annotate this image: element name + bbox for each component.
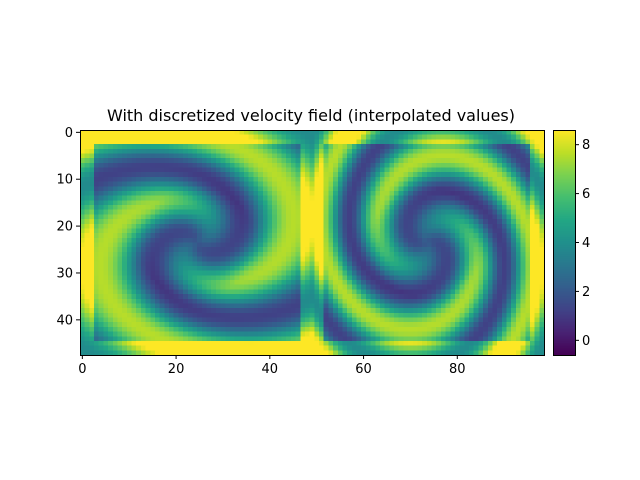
x-tick-label: 80 xyxy=(449,362,466,377)
x-axis: 0 20 40 60 80 xyxy=(78,355,466,377)
colorbar-tick-label: 4 xyxy=(582,236,590,251)
colorbar-tick-label: 2 xyxy=(582,285,590,300)
x-tick-label: 0 xyxy=(78,362,86,377)
y-tick-label: 10 xyxy=(56,173,73,188)
plot-frame xyxy=(80,130,545,356)
colorbar-tick-label: 0 xyxy=(582,334,590,349)
y-tick-label: 40 xyxy=(56,313,73,328)
colorbar: 0 2 4 6 8 xyxy=(553,130,590,356)
y-tick-label: 20 xyxy=(56,220,73,235)
colorbar-ticks: 0 2 4 6 8 xyxy=(575,138,590,349)
x-tick-label: 60 xyxy=(355,362,372,377)
heatmap xyxy=(80,130,544,355)
x-tick-label: 20 xyxy=(168,362,185,377)
colorbar-tick-label: 8 xyxy=(582,138,590,153)
y-tick-label: 30 xyxy=(56,266,73,281)
colorbar-gradient xyxy=(553,130,575,355)
chart-title: With discretized velocity field (interpo… xyxy=(107,106,515,125)
y-tick-label: 0 xyxy=(65,126,73,141)
heatmap-image xyxy=(80,130,544,355)
x-tick-label: 40 xyxy=(262,362,279,377)
colorbar-tick-label: 6 xyxy=(582,187,590,202)
y-axis: 0 10 20 30 40 xyxy=(56,126,80,328)
